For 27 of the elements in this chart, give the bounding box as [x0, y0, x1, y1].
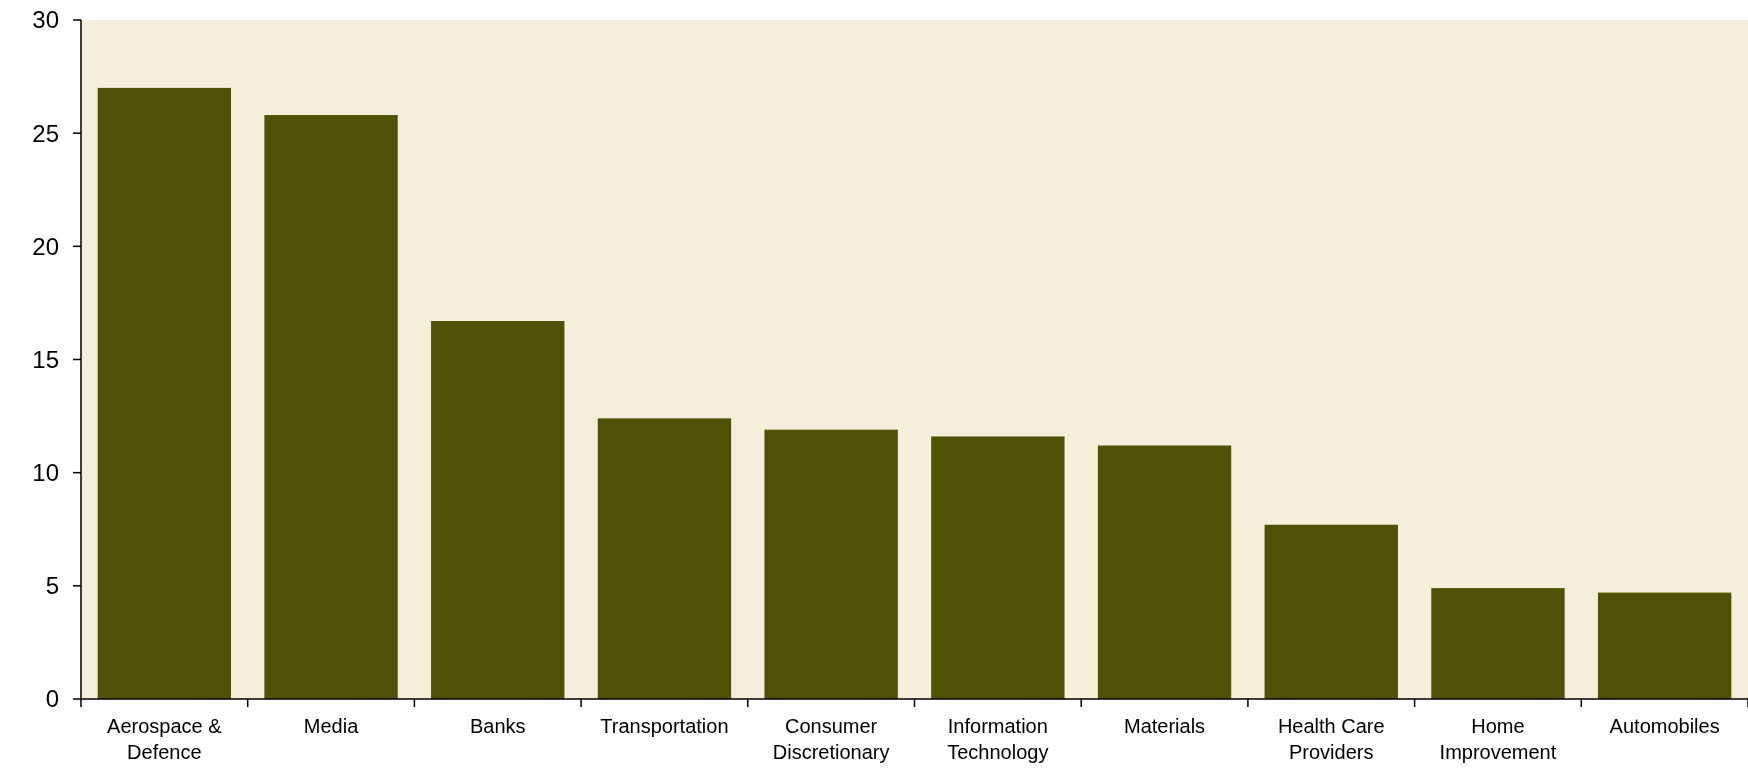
x-tick-label: Home Improvement — [1439, 715, 1557, 763]
x-tick-label: Automobiles — [1609, 715, 1720, 737]
bar — [931, 436, 1065, 699]
x-tick-label: Information Technology — [947, 715, 1049, 763]
x-tick-label: Materials — [1123, 715, 1206, 737]
y-tick-label: 5 — [45, 572, 59, 600]
y-tick-label: 15 — [32, 345, 59, 373]
bar — [1097, 445, 1232, 699]
bar — [597, 418, 732, 699]
y-tick-label: 25 — [32, 119, 59, 147]
x-tick-label: Transportation — [600, 715, 729, 737]
x-tick-label: Health Care Providers — [1277, 715, 1385, 763]
bar — [1597, 592, 1732, 699]
bar — [264, 115, 398, 699]
y-tick-label: 10 — [32, 459, 59, 487]
bar — [1264, 524, 1398, 699]
bar — [1431, 588, 1565, 699]
bar — [431, 321, 565, 699]
y-tick-label: 0 — [45, 685, 59, 713]
x-tick-label: Aerospace & Defence — [107, 715, 223, 763]
y-tick-label: 20 — [32, 232, 59, 260]
x-tick-label: Banks — [469, 715, 526, 737]
y-tick-label: 30 — [32, 6, 59, 34]
x-tick-label: Consumer Discretionary — [772, 715, 890, 763]
bar — [764, 429, 898, 699]
bar — [97, 87, 232, 699]
x-tick-label: Media — [303, 715, 360, 737]
